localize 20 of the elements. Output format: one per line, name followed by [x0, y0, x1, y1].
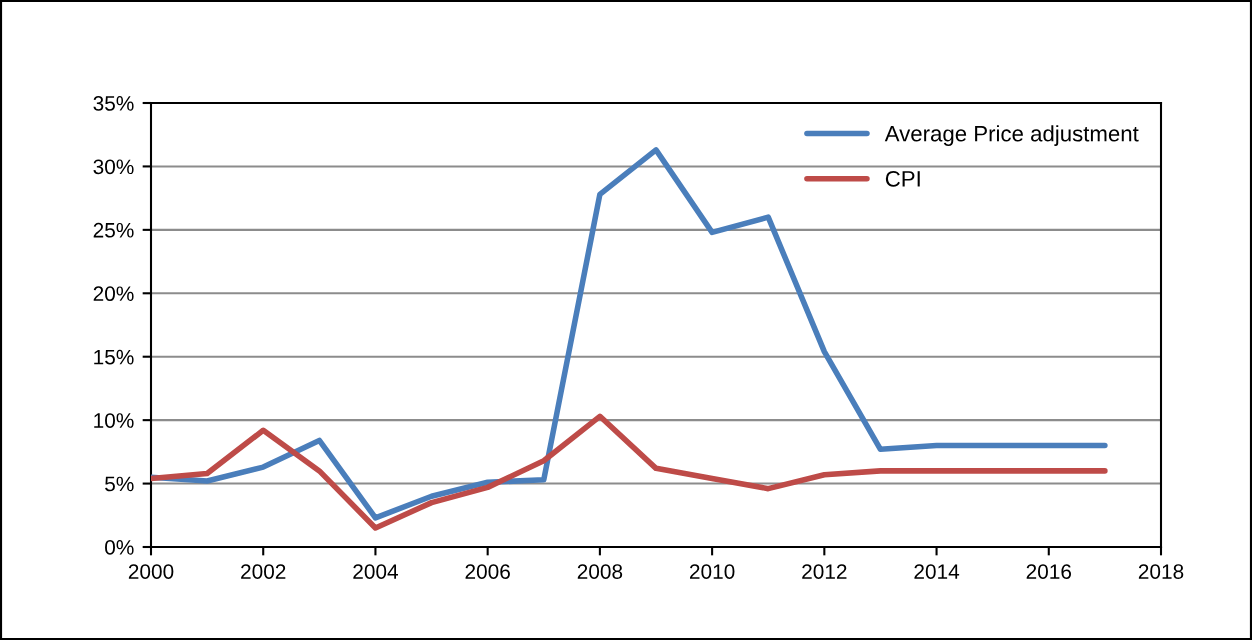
legend-label: CPI	[885, 170, 920, 187]
x-tick-label: 2012	[802, 564, 847, 579]
x-tick-label: 2004	[353, 564, 399, 579]
x-tick-label: 2014	[914, 564, 960, 579]
x-tick-label: 2008	[577, 564, 623, 579]
y-tick-label: 10%	[94, 413, 134, 428]
x-tick-label: 2018	[1138, 564, 1184, 579]
x-tick-label: 2000	[128, 564, 174, 579]
x-tick-label: 2010	[689, 564, 735, 579]
x-tick-label: 2016	[1026, 564, 1072, 579]
y-tick-label: 25%	[93, 222, 134, 238]
y-tick-label: 35%	[93, 96, 134, 111]
y-tick-label: 5%	[105, 476, 134, 492]
y-tick-label: 20%	[93, 286, 134, 302]
x-tick-label: 2006	[465, 564, 510, 579]
y-tick-label: 30%	[93, 159, 134, 175]
y-tick-label: 15%	[94, 349, 134, 365]
x-tick-label: 2002	[241, 564, 286, 579]
legend-label: Average Price adjustment	[884, 125, 1139, 146]
y-tick-label: 0%	[105, 540, 134, 555]
